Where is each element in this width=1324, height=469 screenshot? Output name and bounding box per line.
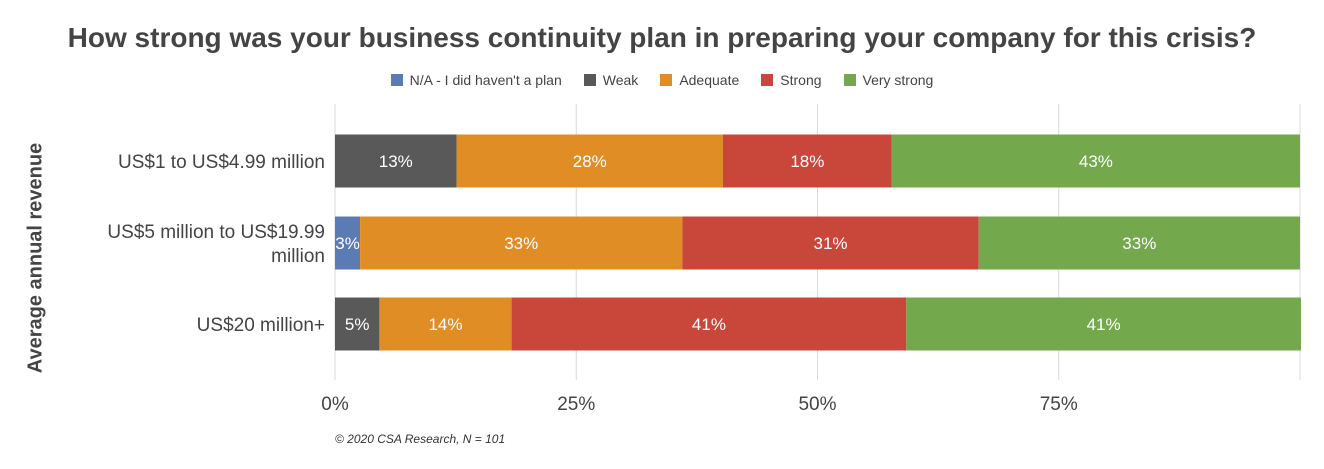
legend-swatch [390,74,403,86]
bar-segment [360,216,683,270]
legend-swatch [583,74,596,86]
bar-segment [722,134,892,188]
category-label: US$1 to US$4.99 million [118,152,325,173]
legend-label: Strong [780,72,822,88]
bar-segment [906,297,1301,351]
bar-segment [978,216,1300,270]
legend-label: Very strong [862,72,934,88]
bar-segment [456,134,723,188]
bar-segment [335,216,361,270]
x-tick-label: 75% [1040,394,1078,415]
data-label: 33% [1122,234,1156,253]
legend-item: N/A - I did haven't a plan [390,72,562,88]
legend: N/A - I did haven't a plan Weak Adequate St… [0,72,1324,88]
data-label: 5% [345,315,370,334]
x-tick-label: 0% [321,394,349,415]
bar-segment [891,134,1300,188]
data-label: 43% [1079,152,1113,171]
bar-segment [335,297,380,351]
x-tick-label: 50% [798,394,836,415]
legend-label: Adequate [679,72,740,88]
data-label: 28% [573,152,607,171]
legend-item: Weak [583,72,639,88]
chart-title: How strong was your business continuity … [67,22,1257,53]
data-label: 33% [504,234,538,253]
legend-swatch [660,74,673,86]
bar-segment [682,216,979,270]
category-label: US$20 million+ [197,315,325,336]
bar-segment [379,297,512,351]
legend-label: Weak [602,72,639,88]
legend-item: Strong [761,72,822,88]
data-label: 31% [814,234,848,253]
bar-segment [511,297,907,351]
data-label: 41% [1087,315,1121,334]
data-label: 3% [335,234,360,253]
category-label: US$5 million to US$19.99 million [107,222,325,267]
data-label: 41% [692,315,726,334]
data-label: 18% [790,152,824,171]
bar-segment [335,134,457,188]
x-tick-label: 25% [557,394,595,415]
legend-label: N/A - I did haven't a plan [409,72,562,88]
data-label: 14% [428,315,462,334]
legend-swatch [761,74,774,86]
legend-item: Adequate [660,72,739,88]
footnote: © 2020 CSA Research, N = 101 [335,432,506,446]
legend-swatch [843,74,856,86]
data-label: 13% [379,152,413,171]
legend-item: Very strong [843,72,934,88]
